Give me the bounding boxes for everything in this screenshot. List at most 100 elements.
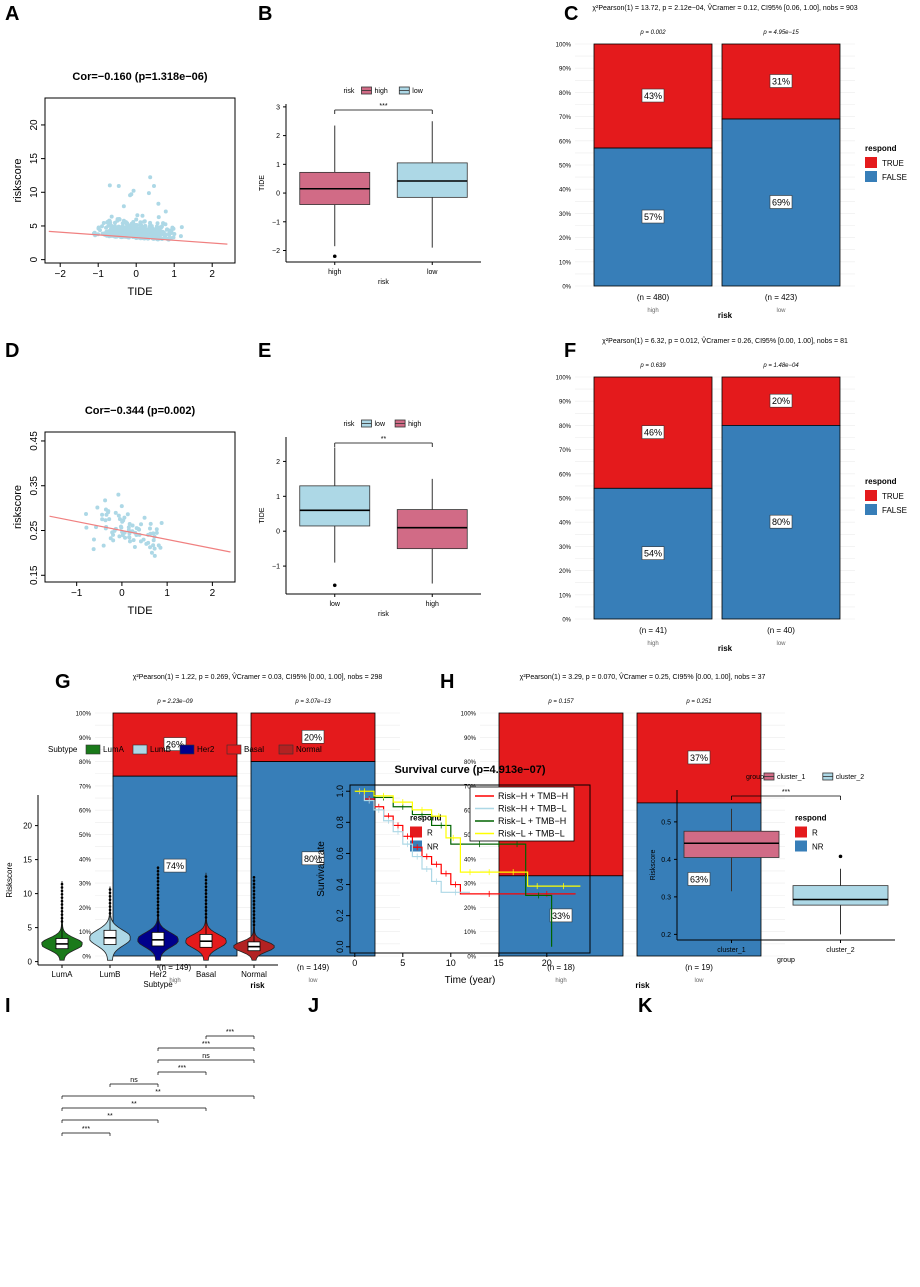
stacked-bar-C: χ²Pearson(1) = 13.72, p = 2.12e−04, V̂Cr… <box>556 4 907 320</box>
legend-label: cluster_2 <box>836 774 865 781</box>
y-tick-label: 10% <box>464 930 477 936</box>
x-tick-label: low <box>329 601 340 608</box>
y-tick-label: 30% <box>559 212 572 218</box>
x-tick-label: 0 <box>133 269 139 280</box>
p-value-label: p = 0.002 <box>639 30 666 36</box>
y-tick-label: 20% <box>79 906 92 912</box>
legend-label: low <box>412 88 423 95</box>
y-tick-label: 10% <box>79 930 92 936</box>
legend-title: Subtype <box>48 745 78 754</box>
data-label: 57% <box>644 212 662 222</box>
panel-letter-B: B <box>258 3 272 25</box>
data-point <box>119 228 124 233</box>
data-point <box>131 188 136 193</box>
data-point <box>151 543 156 548</box>
y-tick-label: 80% <box>79 760 92 766</box>
data-point <box>140 213 145 218</box>
legend-title: group <box>746 774 764 781</box>
legend-swatch <box>865 157 877 168</box>
y-tick-label: 1 <box>276 494 280 501</box>
outlier-point <box>108 891 112 895</box>
data-point <box>131 538 136 543</box>
x-tick-label: high <box>169 978 180 984</box>
legend-label: FALSE <box>882 173 907 182</box>
x-tick-label: high <box>647 308 658 314</box>
data-point <box>92 230 97 235</box>
data-label-box <box>549 908 573 923</box>
x-axis-title: risk <box>250 981 265 990</box>
outlier-point <box>332 583 337 588</box>
y-tick-label: 40% <box>559 188 572 194</box>
data-point <box>109 214 114 219</box>
data-point <box>148 175 153 180</box>
y-tick-label: 1 <box>276 162 280 169</box>
y-tick-label: 100% <box>461 712 477 718</box>
stat-subtitle: χ²Pearson(1) = 13.72, p = 2.12e−04, V̂Cr… <box>592 4 857 12</box>
n-label: (n = 149) <box>297 963 330 972</box>
y-tick-label: 0.6 <box>335 847 345 860</box>
data-label-box <box>163 858 187 873</box>
stat-subtitle: χ²Pearson(1) = 3.29, p = 0.070, V̂Cramer… <box>520 673 766 681</box>
n-label: (n = 19) <box>685 963 713 972</box>
outlier-point <box>204 882 208 885</box>
data-label: 46% <box>644 428 662 438</box>
y-tick-label: 40% <box>79 857 92 863</box>
outlier-point <box>156 897 160 900</box>
data-point <box>100 517 105 522</box>
data-point <box>129 192 134 197</box>
y-tick-label: 0.2 <box>335 909 345 922</box>
data-point <box>110 530 115 535</box>
y-tick-label: 0% <box>562 618 571 624</box>
legend-title: respond <box>865 477 897 486</box>
x-axis-title: risk <box>718 644 733 653</box>
signif-label: *** <box>379 103 387 110</box>
y-tick-label: 0.15 <box>29 565 40 585</box>
data-point <box>147 526 152 531</box>
y-tick-label: 0.2 <box>661 932 671 939</box>
data-point <box>156 215 161 220</box>
violin-Her2 <box>137 866 179 961</box>
outlier-point <box>108 905 112 908</box>
y-tick-label: 100% <box>556 43 572 49</box>
y-axis-title: Riskscore <box>5 862 14 898</box>
outlier-point <box>204 895 208 899</box>
y-tick-label: 5 <box>29 223 40 229</box>
p-value-label: p = 0.639 <box>639 363 666 369</box>
data-point <box>134 217 139 222</box>
data-label-box <box>641 546 665 560</box>
data-point <box>108 227 113 232</box>
data-point <box>95 505 100 510</box>
outlier-point <box>156 890 160 893</box>
comparison-label: ** <box>107 1113 113 1120</box>
outlier-point <box>252 923 256 927</box>
data-point <box>97 228 102 233</box>
data-point <box>178 234 183 239</box>
data-point <box>117 517 122 522</box>
y-tick-label: 2 <box>276 459 280 466</box>
n-label: (n = 18) <box>547 963 575 972</box>
data-point <box>170 225 175 230</box>
y-tick-label: 0.35 <box>29 476 40 496</box>
outlier-point <box>252 889 256 893</box>
y-tick-label: 0.8 <box>335 816 345 829</box>
y-tick-label: 10 <box>29 186 40 198</box>
box-plot-K: group cluster_1 cluster_2 cluster_1 cluster_… <box>650 772 895 964</box>
outlier-point <box>156 914 160 917</box>
x-tick-label: −1 <box>71 588 83 599</box>
outlier-point <box>156 893 160 897</box>
y-tick-label: 50% <box>79 833 92 839</box>
outlier-point <box>204 875 208 878</box>
y-tick-label: 10 <box>23 890 32 899</box>
outlier-point <box>60 882 64 886</box>
y-tick-label: 60% <box>559 472 572 478</box>
n-label: (n = 480) <box>637 293 670 302</box>
y-tick-label: 1.0 <box>335 785 345 798</box>
outlier-point <box>156 910 160 914</box>
outlier-point <box>838 854 843 859</box>
legend-label: Her2 <box>197 745 215 754</box>
data-point <box>100 512 105 517</box>
y-tick-label: 100% <box>556 376 572 382</box>
y-tick-label: 10% <box>559 260 572 266</box>
y-tick-label: 20 <box>23 822 32 831</box>
y-tick-label: 60% <box>559 139 572 145</box>
